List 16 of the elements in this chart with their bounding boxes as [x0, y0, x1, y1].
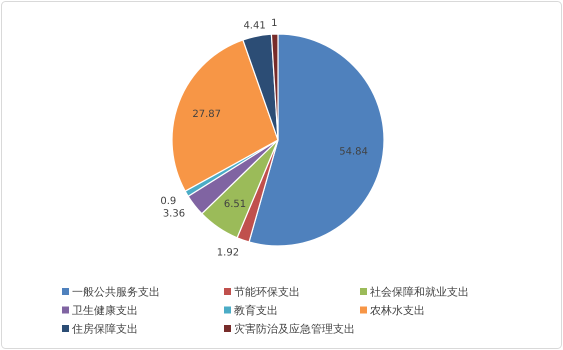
- data-label: 4.41: [243, 20, 266, 32]
- data-label: 6.51: [224, 199, 246, 210]
- data-label: 0.9: [160, 196, 176, 207]
- legend-label: 农林水支出: [370, 304, 425, 317]
- data-label: 3.36: [162, 208, 186, 220]
- legend-label: 卫生健康支出: [72, 304, 138, 317]
- legend-label: 住房保障支出: [72, 322, 138, 336]
- legend-label: 一般公共服务支出: [72, 286, 160, 298]
- legend-label: 灾害防治及应急管理支出: [234, 322, 355, 336]
- data-label: 1: [271, 18, 278, 30]
- data-label: 27.87: [192, 108, 222, 120]
- legend-label: 节能环保支出: [234, 286, 300, 298]
- data-label: 1.92: [216, 247, 240, 258]
- legend-label: 教育支出: [234, 304, 278, 317]
- data-label: 54.84: [339, 146, 368, 158]
- legend-label: 社会保障和就业支出: [370, 286, 469, 298]
